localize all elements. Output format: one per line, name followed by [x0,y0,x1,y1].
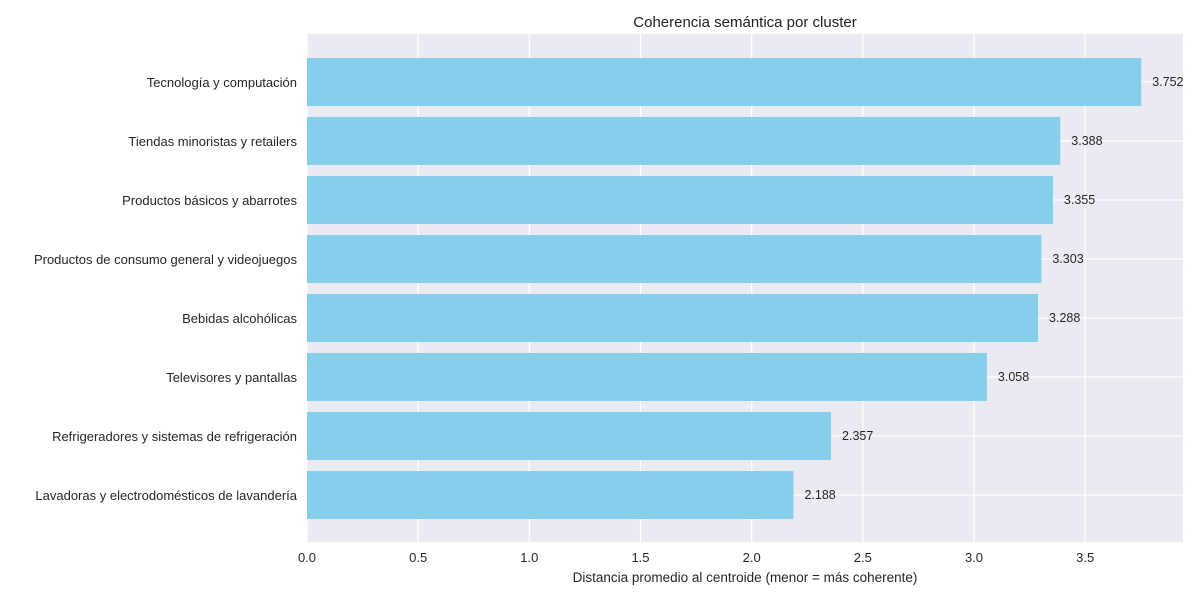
bar-value-label: 3.288 [1049,311,1080,325]
y-tick-label: Tecnología y computación [147,75,297,90]
x-tick-label: 2.0 [743,550,761,565]
bars [307,58,1142,519]
bar [307,353,987,401]
bar [307,58,1142,106]
x-tick-label: 3.5 [1076,550,1094,565]
plot-background [307,34,1183,542]
value-labels: 3.752 3.388 3.355 3.303 3.288 3.058 2.357 2.188 [804,75,1183,502]
bar [307,176,1053,224]
x-tick-label: 1.5 [631,550,649,565]
x-tick-label: 3.0 [965,550,983,565]
bar [307,117,1061,165]
y-tick-label: Televisores y pantallas [166,370,297,385]
bar-value-label: 2.188 [804,488,835,502]
y-tick-label: Tiendas minoristas y retailers [128,134,297,149]
bar [307,294,1039,342]
bar [307,471,794,519]
bar [307,412,832,460]
bar [307,235,1042,283]
bar-value-label: 3.058 [998,370,1029,384]
y-tick-labels: Tecnología y computación Tiendas minorist… [34,75,298,503]
y-tick-label: Refrigeradores y sistemas de refrigeraci… [52,429,297,444]
bar-value-label: 3.303 [1052,252,1083,266]
x-tick-label: 0.0 [298,550,316,565]
x-axis-label: Distancia promedio al centroide (menor =… [573,570,918,585]
x-tick-label: 1.0 [520,550,538,565]
x-tick-label: 2.5 [854,550,872,565]
x-tick-labels: 0.0 0.5 1.0 1.5 2.0 2.5 3.0 3.5 [298,550,1094,565]
bar-value-label: 3.752 [1152,75,1183,89]
y-tick-label: Lavadoras y electrodomésticos de lavande… [35,488,297,503]
chart-title: Coherencia semántica por cluster [633,14,856,31]
x-tick-label: 0.5 [409,550,427,565]
y-tick-label: Bebidas alcohólicas [182,311,297,326]
bar-value-label: 2.357 [842,429,873,443]
y-tick-label: Productos de consumo general y videojueg… [34,252,298,267]
y-tick-label: Productos básicos y abarrotes [122,193,297,208]
bar-value-label: 3.388 [1071,134,1102,148]
bar-value-label: 3.355 [1064,193,1095,207]
